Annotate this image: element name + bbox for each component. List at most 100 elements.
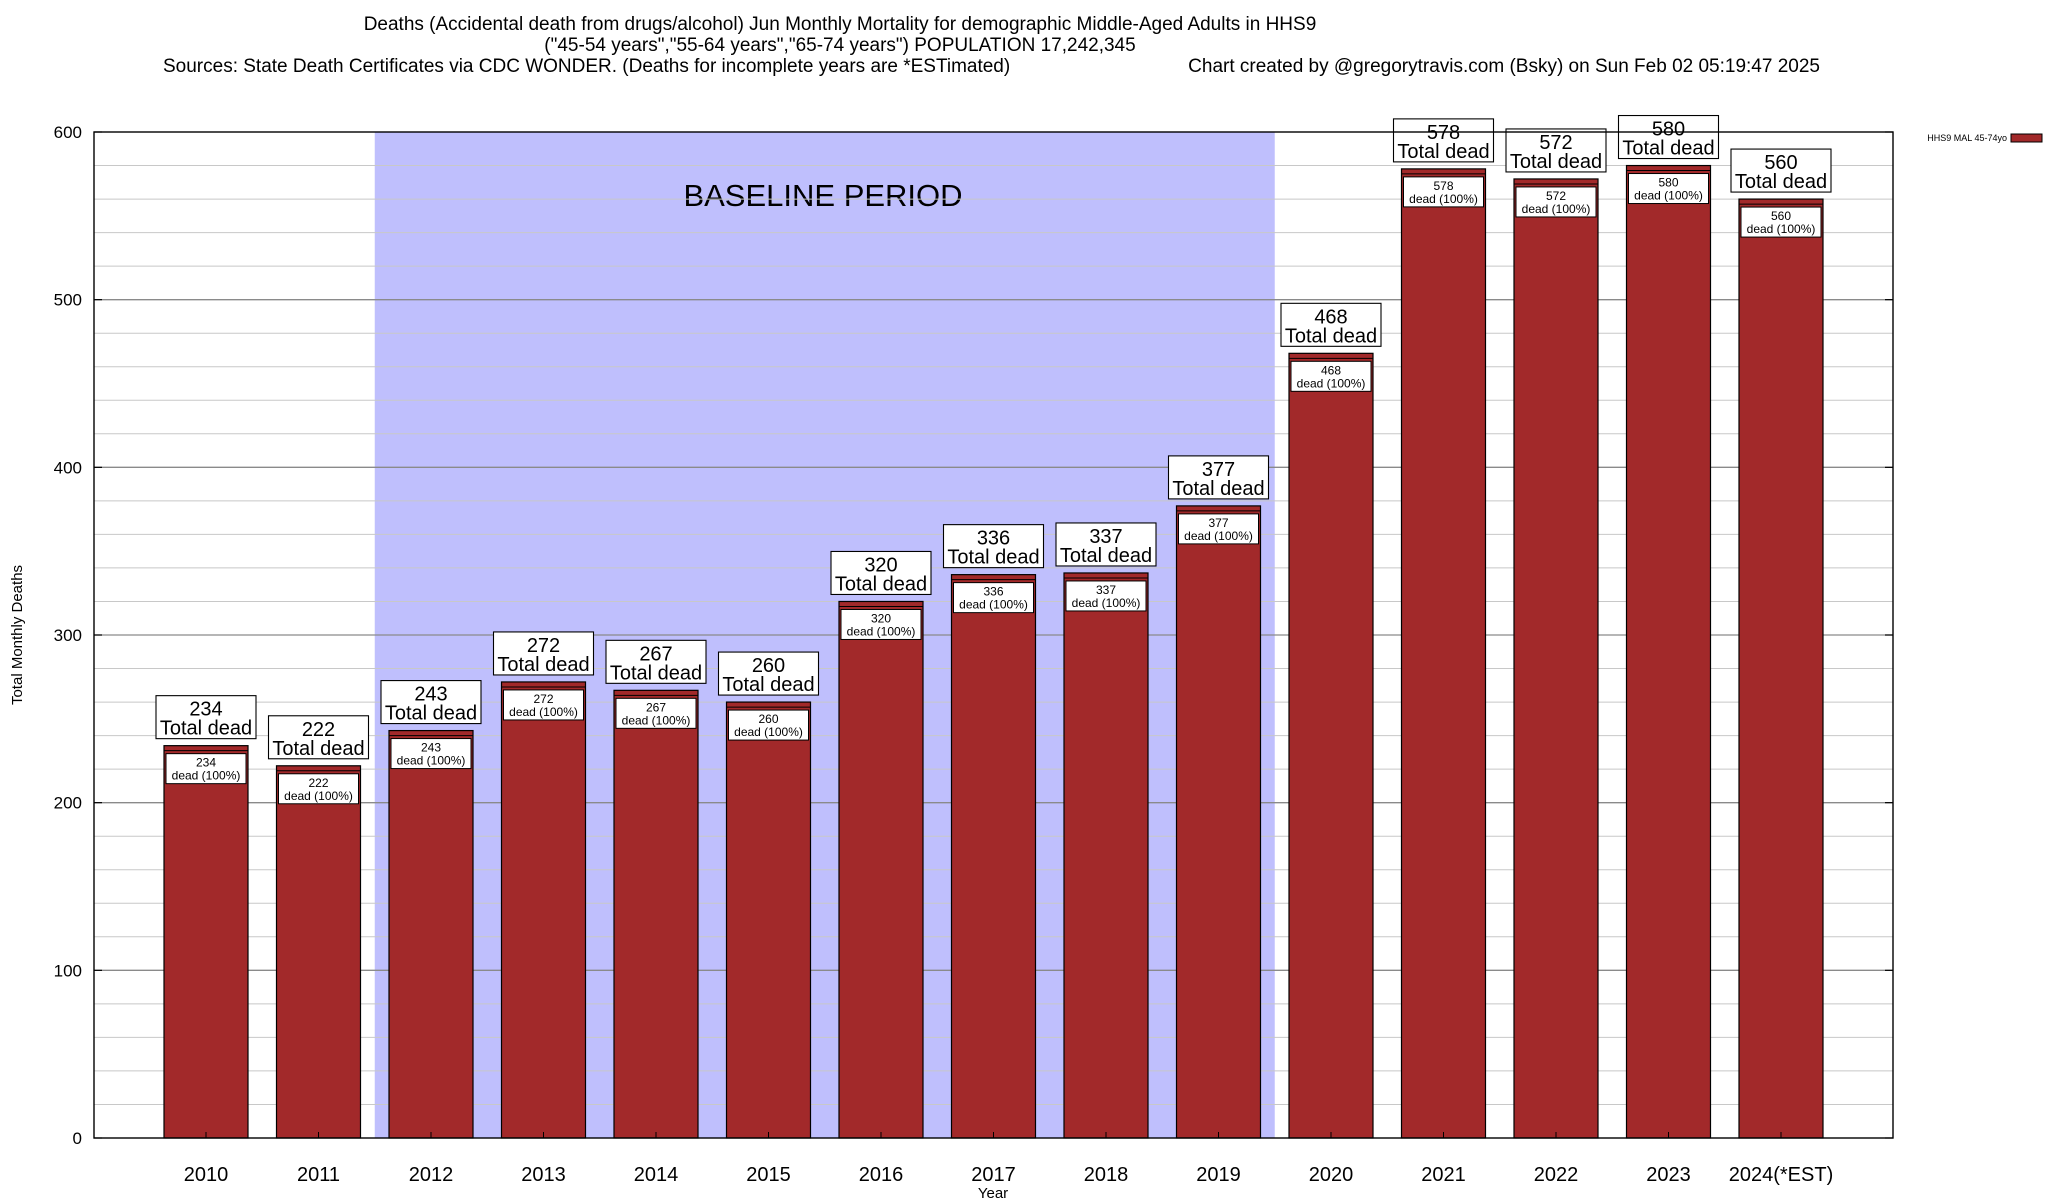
bar-2012 [388,729,474,1139]
bar-inner-value: 222 [308,776,328,790]
bar-top-label-box [155,695,257,740]
bar-2011 [275,765,362,1139]
bar-2020 [1288,352,1374,1139]
y-tick-label: 100 [54,961,82,980]
bar-top-total-label: Total dead [385,703,477,725]
x-tick-label-2014: 2014 [634,1164,679,1186]
bar-top-label-box [1167,455,1270,500]
baseline-label: BASELINE PERIOD [683,178,962,213]
bar-inner-percent: dead (100%) [509,705,578,719]
y-tick-label: 400 [54,458,82,477]
bar-inner-label-box [728,709,809,741]
bar-top-label-box [492,631,595,676]
bar-inner-percent: dead (100%) [1184,529,1253,543]
bar-inner-label-box [615,697,697,729]
bar-inner-percent: dead (100%) [1747,222,1816,236]
bar-inner-label-box [1403,176,1484,208]
bar-2015 [725,701,812,1139]
bar-inner-percent: dead (100%) [1634,189,1703,203]
bar-top-label-box [830,550,932,596]
bar-inner-percent: dead (100%) [1297,376,1366,390]
y-tick-label: 600 [54,123,82,142]
x-tick-label-2019: 2019 [1196,1164,1241,1186]
bar-top-total-label: Total dead [160,718,252,740]
bar-top-value: 222 [302,719,335,741]
bar-2019 [1175,505,1262,1139]
bar-top-value: 337 [1089,526,1122,548]
bar-inner-value: 336 [983,585,1003,599]
bar-top-total-label: Total dead [610,662,702,684]
legend: HHS9 MAL 45-74yo [1927,133,2043,143]
y-tick-label: 300 [54,626,82,645]
x-tick-label-2010: 2010 [184,1164,229,1186]
x-tick-label-2015: 2015 [746,1164,791,1186]
bar-inner-value: 377 [1208,516,1228,530]
bar-inner-label-box [278,773,359,805]
bar-top-total-label: Total dead [1285,325,1377,347]
bar-inner-value: 578 [1433,179,1453,193]
bar-top-total-label: Total dead [272,738,364,760]
x-tick-label-2022: 2022 [1534,1164,1579,1186]
bar-top-total-label: Total dead [947,547,1039,569]
bar-top-total-label: Total dead [1510,151,1602,173]
bar-top-label-box [1505,128,1607,173]
chart-credit: Chart created by @gregorytravis.com (Bsk… [1188,56,1820,77]
bar-2010 [163,745,249,1139]
bar-2018 [1063,572,1149,1139]
bar-inner-percent: dead (100%) [172,769,241,783]
x-tick-label-2018: 2018 [1084,1164,1129,1186]
bar-top-value: 267 [639,643,672,665]
bar-inner-label-box [1290,360,1372,392]
plot-area: BASELINE PERIOD0100200300400500600234dea… [9,114,2043,1200]
bar-top-value: 260 [752,655,785,677]
bar-top-total-label: Total dead [1735,171,1827,193]
bar-top-total-label: Total dead [835,573,927,595]
bar-top-label-box [267,715,370,760]
bar-inner-label-box [1515,186,1597,218]
bar-inner-label-box [390,738,472,770]
bar-2023 [1625,164,1712,1139]
x-tick-label-2024(*EST): 2024(*EST) [1729,1164,1834,1186]
bar-inner-value: 580 [1658,176,1678,190]
bar-top-value: 468 [1314,306,1347,328]
bar-2021 [1400,168,1487,1139]
bar-top-value: 560 [1764,152,1797,174]
bar-inner-value: 468 [1321,363,1341,377]
bar-2024(*EST) [1738,198,1824,1139]
bar-top-label-box [717,651,820,696]
bar-top-value: 336 [977,528,1010,550]
bar-2013 [500,681,587,1139]
bar-top-value: 578 [1427,122,1460,144]
bar-2017 [950,574,1037,1139]
plot-frame [93,131,1894,1139]
bar-top-label-box [380,680,482,725]
legend-swatch [2010,133,2043,143]
bar-top-value: 234 [189,699,222,721]
bar-top-value: 377 [1202,459,1235,481]
bar-top-total-label: Total dead [1397,141,1489,163]
bar-top-label-box [1617,114,1720,160]
bar-2016 [838,600,924,1139]
bar-inner-percent: dead (100%) [1072,596,1141,610]
x-tick-label-2017: 2017 [971,1164,1016,1186]
chart-sources: Sources: State Death Certificates via CD… [163,56,1010,77]
chart-subtitle: ("45-54 years","55-64 years","65-74 year… [544,35,1135,56]
x-tick-label-2016: 2016 [859,1164,904,1186]
y-tick-label: 0 [73,1129,82,1148]
bar-inner-value: 572 [1546,189,1566,203]
bar-inner-value: 320 [871,611,891,625]
bar-2022 [1513,178,1599,1139]
bar-inner-percent: dead (100%) [1409,192,1478,206]
bar-inner-value: 243 [421,741,441,755]
x-axis-title: Year [978,1185,1008,1200]
bar-top-total-label: Total dead [1622,138,1714,160]
bar-inner-percent: dead (100%) [959,598,1028,612]
bar-inner-percent: dead (100%) [622,713,691,727]
bar-inner-percent: dead (100%) [847,624,916,638]
bar-inner-label-box [165,753,247,785]
bar-top-value: 572 [1539,132,1572,154]
bar-top-value: 320 [864,554,897,576]
bar-inner-label-box [953,582,1034,614]
bar-top-value: 243 [414,684,447,706]
